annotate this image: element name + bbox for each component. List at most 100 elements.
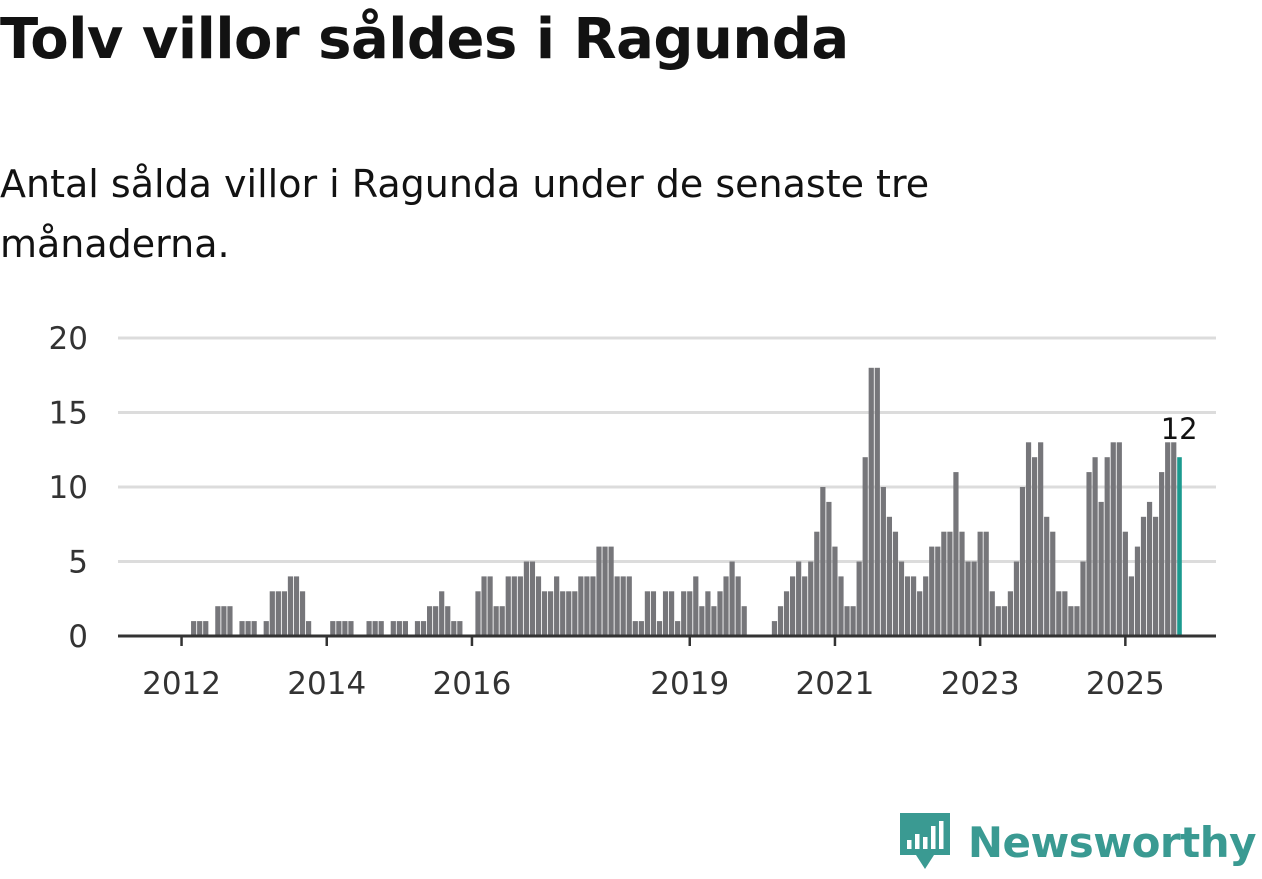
bar: [989, 591, 995, 636]
bar: [608, 546, 614, 636]
bar: [402, 621, 408, 636]
bar: [644, 591, 650, 636]
bar: [838, 576, 844, 636]
bar: [917, 591, 923, 636]
bar: [439, 591, 445, 636]
bar: [523, 561, 529, 636]
bar: [892, 531, 899, 636]
bar: [929, 546, 935, 636]
bar: [723, 576, 729, 636]
bar: [650, 591, 657, 636]
bar: [221, 606, 227, 636]
chart-subtitle: Antal sålda villor i Ragunda under de se…: [0, 162, 930, 266]
bar: [420, 621, 427, 636]
bar: [197, 621, 203, 636]
bar: [1019, 487, 1026, 636]
bar: [1038, 442, 1044, 636]
bar: [239, 621, 245, 636]
bar: [669, 591, 675, 636]
bar: [983, 531, 989, 636]
bar: [904, 576, 911, 636]
bar: [433, 606, 439, 636]
y-tick-label: 15: [49, 396, 88, 432]
y-tick-label: 20: [49, 321, 88, 357]
bar: [777, 606, 784, 636]
bar: [814, 531, 820, 636]
bar: [330, 621, 336, 636]
bar: [729, 561, 735, 636]
bar: [1171, 442, 1177, 636]
logo-text: Newsworthy: [967, 817, 1257, 867]
bar-series: [191, 367, 1182, 636]
bar: [572, 591, 578, 636]
bar: [1116, 442, 1122, 636]
bar: [1128, 576, 1134, 636]
bar-chart: 0 5 10 15 20 2012 2014 2016 2019 2021 2023 2025 12: [49, 321, 1216, 702]
bar: [1153, 516, 1159, 636]
bar: [862, 457, 868, 636]
bar: [1044, 516, 1050, 636]
bar: [947, 531, 953, 636]
bar: [995, 606, 1001, 636]
bar: [711, 606, 717, 636]
bar: [203, 621, 209, 636]
bar: [850, 606, 856, 636]
bar: [953, 472, 959, 636]
bar: [971, 561, 977, 636]
bar: [348, 621, 354, 636]
bar: [735, 576, 741, 636]
bar: [275, 591, 281, 636]
bar: [959, 531, 965, 636]
bar: [638, 621, 644, 636]
bar: [511, 576, 517, 636]
bar: [366, 621, 372, 636]
bar: [868, 367, 874, 636]
bar: [517, 576, 523, 636]
bar: [336, 621, 342, 636]
bar: [1092, 457, 1098, 636]
bar: [1159, 472, 1165, 636]
bar: [790, 576, 796, 636]
bar: [771, 621, 778, 636]
bar: [614, 576, 620, 636]
bar: [687, 591, 693, 636]
bar: [1146, 501, 1153, 636]
bar: [1086, 472, 1092, 636]
bar: [541, 591, 548, 636]
bar: [584, 576, 590, 636]
bar: [342, 621, 348, 636]
bar: [1104, 457, 1110, 636]
bar: [935, 546, 941, 636]
bar: [293, 576, 300, 636]
bar: [977, 531, 983, 636]
bar: [481, 576, 487, 636]
gridlines: [118, 336, 1216, 563]
newsworthy-logo: Newsworthy: [899, 813, 1257, 871]
bar: [414, 621, 421, 636]
bar: [911, 576, 917, 636]
bar: [299, 591, 306, 636]
bar: [941, 531, 947, 636]
bar: [1122, 531, 1128, 636]
bar: [693, 576, 699, 636]
x-tick-label: 2014: [287, 666, 366, 702]
logo-icon: [899, 813, 950, 869]
bar: [227, 606, 233, 636]
bar: [1050, 531, 1056, 636]
bar: [1110, 442, 1116, 636]
bar: [681, 591, 687, 636]
bar: [269, 591, 275, 636]
bar: [1032, 457, 1038, 636]
bar: [1177, 457, 1182, 636]
bar: [554, 576, 560, 636]
bar: [844, 606, 850, 636]
y-tick-label: 10: [49, 470, 88, 506]
bar: [306, 621, 312, 636]
x-tick-label: 2023: [941, 666, 1020, 702]
bar: [596, 546, 602, 636]
bar: [783, 591, 790, 636]
last-value-label: 12: [1161, 412, 1198, 446]
bar: [856, 561, 862, 636]
bar: [378, 621, 384, 636]
y-tick-label: 5: [68, 545, 88, 581]
